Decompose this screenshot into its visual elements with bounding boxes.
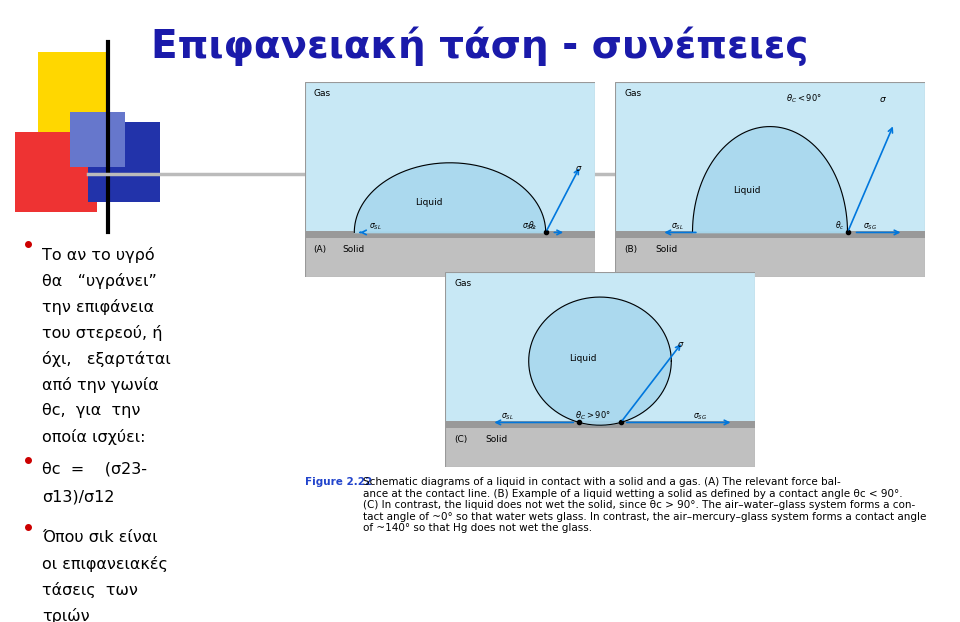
Bar — [15, 132, 97, 212]
Bar — [305, 231, 595, 238]
Text: θc,  για  την: θc, για την — [42, 403, 140, 418]
Text: Liquid: Liquid — [415, 198, 443, 207]
Bar — [445, 422, 755, 467]
Bar — [38, 52, 110, 132]
Text: την επιφάνεια: την επιφάνεια — [42, 299, 155, 315]
Text: $\sigma_{SG}$: $\sigma_{SG}$ — [522, 221, 537, 232]
Text: Gas: Gas — [454, 279, 471, 288]
Text: $\sigma_{SG}$: $\sigma_{SG}$ — [863, 221, 877, 232]
Text: Επιφανειακή τάση - συνέπειες: Επιφανειακή τάση - συνέπειες — [152, 27, 808, 67]
Text: Το αν το υγρό: Το αν το υγρό — [42, 247, 155, 263]
Text: Solid: Solid — [656, 244, 678, 254]
Polygon shape — [529, 297, 671, 425]
Text: $\sigma$: $\sigma$ — [878, 95, 886, 103]
Text: Όπου σιk είναι: Όπου σιk είναι — [42, 530, 157, 545]
Text: (C): (C) — [454, 435, 468, 443]
Bar — [70, 112, 125, 167]
Text: τριών: τριών — [42, 608, 89, 622]
Text: $\sigma$: $\sigma$ — [575, 164, 582, 173]
Text: Solid: Solid — [486, 435, 508, 443]
Text: Liquid: Liquid — [569, 354, 596, 363]
Text: $\theta_C < 90°$: $\theta_C < 90°$ — [785, 93, 821, 105]
Text: $\theta_c$: $\theta_c$ — [528, 219, 538, 232]
Text: $\theta_C > 90°$: $\theta_C > 90°$ — [575, 409, 611, 422]
Polygon shape — [354, 163, 545, 233]
Bar — [445, 272, 755, 422]
Text: $\theta_c$: $\theta_c$ — [835, 219, 845, 232]
Text: από την γωνία: από την γωνία — [42, 377, 158, 393]
Text: $\sigma_{SL}$: $\sigma_{SL}$ — [369, 221, 382, 232]
Text: $\sigma_{SG}$: $\sigma_{SG}$ — [693, 411, 708, 422]
Text: Liquid: Liquid — [732, 187, 760, 195]
Text: σ13)/σ12: σ13)/σ12 — [42, 490, 114, 505]
Text: $\sigma$: $\sigma$ — [677, 340, 684, 349]
Text: Gas: Gas — [624, 89, 641, 98]
Bar — [615, 231, 925, 238]
Text: όχι,   εξαρτάται: όχι, εξαρτάται — [42, 351, 171, 367]
Polygon shape — [692, 126, 848, 233]
Text: (A): (A) — [314, 244, 326, 254]
Text: Schematic diagrams of a liquid in contact with a solid and a gas. (A) The releva: Schematic diagrams of a liquid in contac… — [363, 477, 926, 534]
Bar — [88, 122, 160, 202]
Text: οποία ισχύει:: οποία ισχύει: — [42, 429, 146, 445]
Text: Solid: Solid — [343, 244, 365, 254]
Text: θα   “υγράνει”: θα “υγράνει” — [42, 273, 156, 289]
Text: τάσεις  των: τάσεις των — [42, 582, 138, 598]
Text: Gas: Gas — [314, 89, 331, 98]
Text: $\sigma_{SL}$: $\sigma_{SL}$ — [501, 411, 514, 422]
Text: του στερεού, ή: του στερεού, ή — [42, 325, 162, 341]
Text: Figure 2.22: Figure 2.22 — [305, 477, 372, 487]
Text: (B): (B) — [624, 244, 637, 254]
Bar — [615, 233, 925, 277]
Bar — [305, 82, 595, 233]
Bar — [615, 82, 925, 233]
Text: $\sigma_{SL}$: $\sigma_{SL}$ — [671, 221, 684, 232]
Bar — [445, 421, 755, 428]
Bar — [305, 233, 595, 277]
Text: θc  =    (σ23-: θc = (σ23- — [42, 462, 147, 477]
Text: οι επιφανειακές: οι επιφανειακές — [42, 556, 168, 572]
